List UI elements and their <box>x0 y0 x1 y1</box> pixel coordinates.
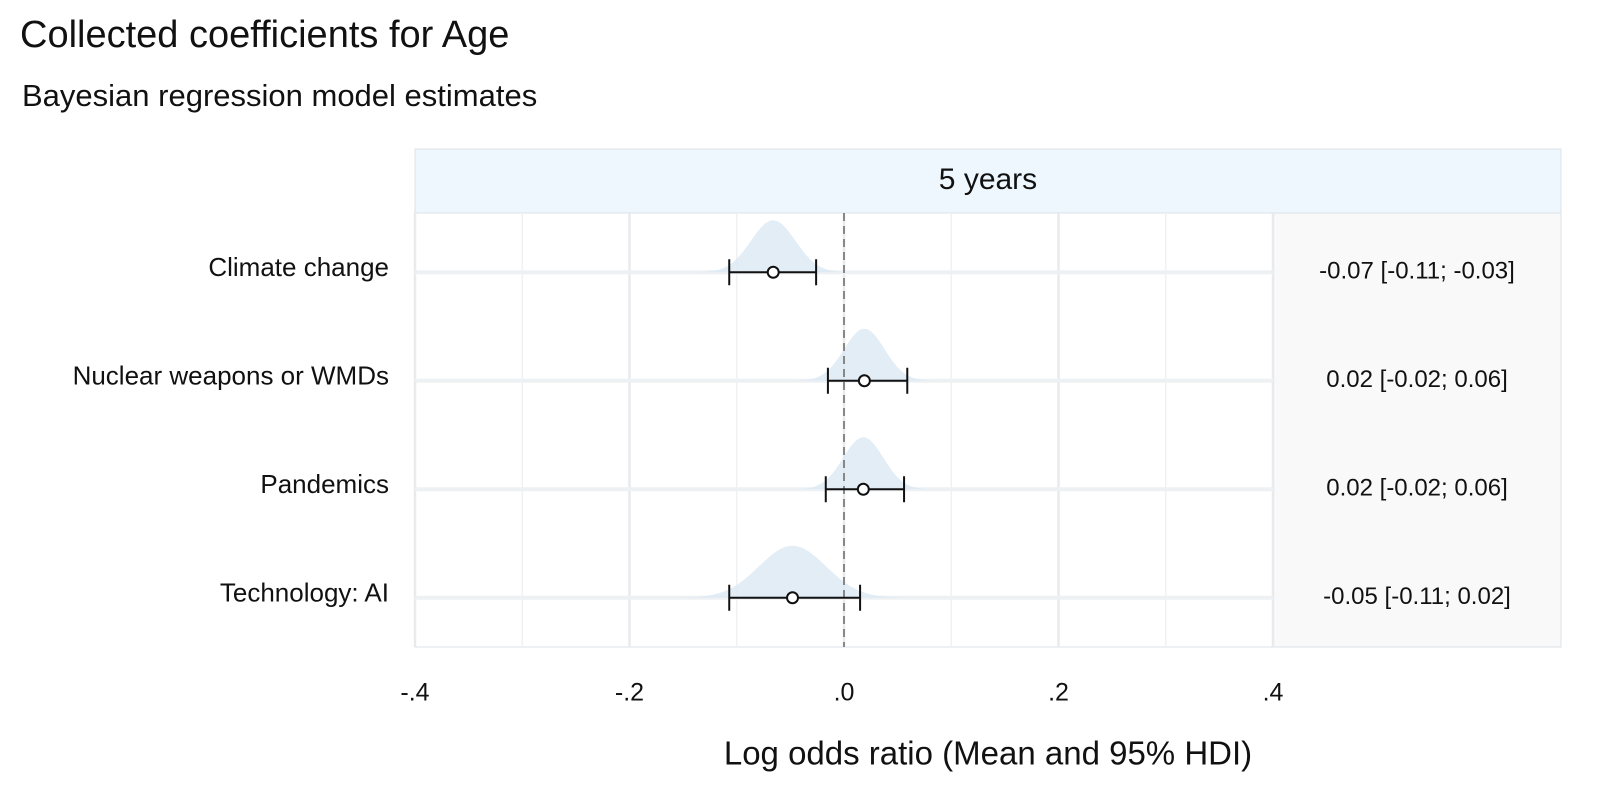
x-tick-label: -.2 <box>615 679 644 707</box>
chart-title: Collected coefficients for Age <box>20 14 509 56</box>
mean-point <box>856 482 870 496</box>
density <box>695 220 851 273</box>
estimate-panel <box>1273 213 1561 647</box>
category-label: Nuclear weapons or WMDs <box>73 361 389 391</box>
x-tick-label: .0 <box>834 679 855 707</box>
facet-strip <box>414 148 1562 214</box>
estimate-label: 0.02 [-0.02; 0.06] <box>1326 366 1507 393</box>
density <box>793 328 936 381</box>
category-label: Technology: AI <box>220 578 389 608</box>
mean-point <box>857 374 871 388</box>
estimate-label: 0.02 [-0.02; 0.06] <box>1326 475 1507 502</box>
x-tick-label: .4 <box>1263 679 1284 707</box>
mean-point <box>786 591 800 605</box>
estimate-label: -0.07 [-0.11; -0.03] <box>1319 258 1515 285</box>
density <box>675 545 910 598</box>
x-tick-label: .2 <box>1048 679 1069 707</box>
chart-subtitle: Bayesian regression model estimates <box>22 78 537 113</box>
x-tick-label: -.4 <box>400 679 429 707</box>
density <box>793 437 934 490</box>
estimate-label: -0.05 [-0.11; 0.02] <box>1323 583 1511 610</box>
x-axis-label: Log odds ratio (Mean and 95% HDI) <box>724 735 1252 772</box>
facet-label: 5 years <box>939 163 1037 196</box>
mean-point <box>766 265 780 279</box>
category-label: Pandemics <box>260 469 389 499</box>
category-label: Climate change <box>208 252 389 282</box>
